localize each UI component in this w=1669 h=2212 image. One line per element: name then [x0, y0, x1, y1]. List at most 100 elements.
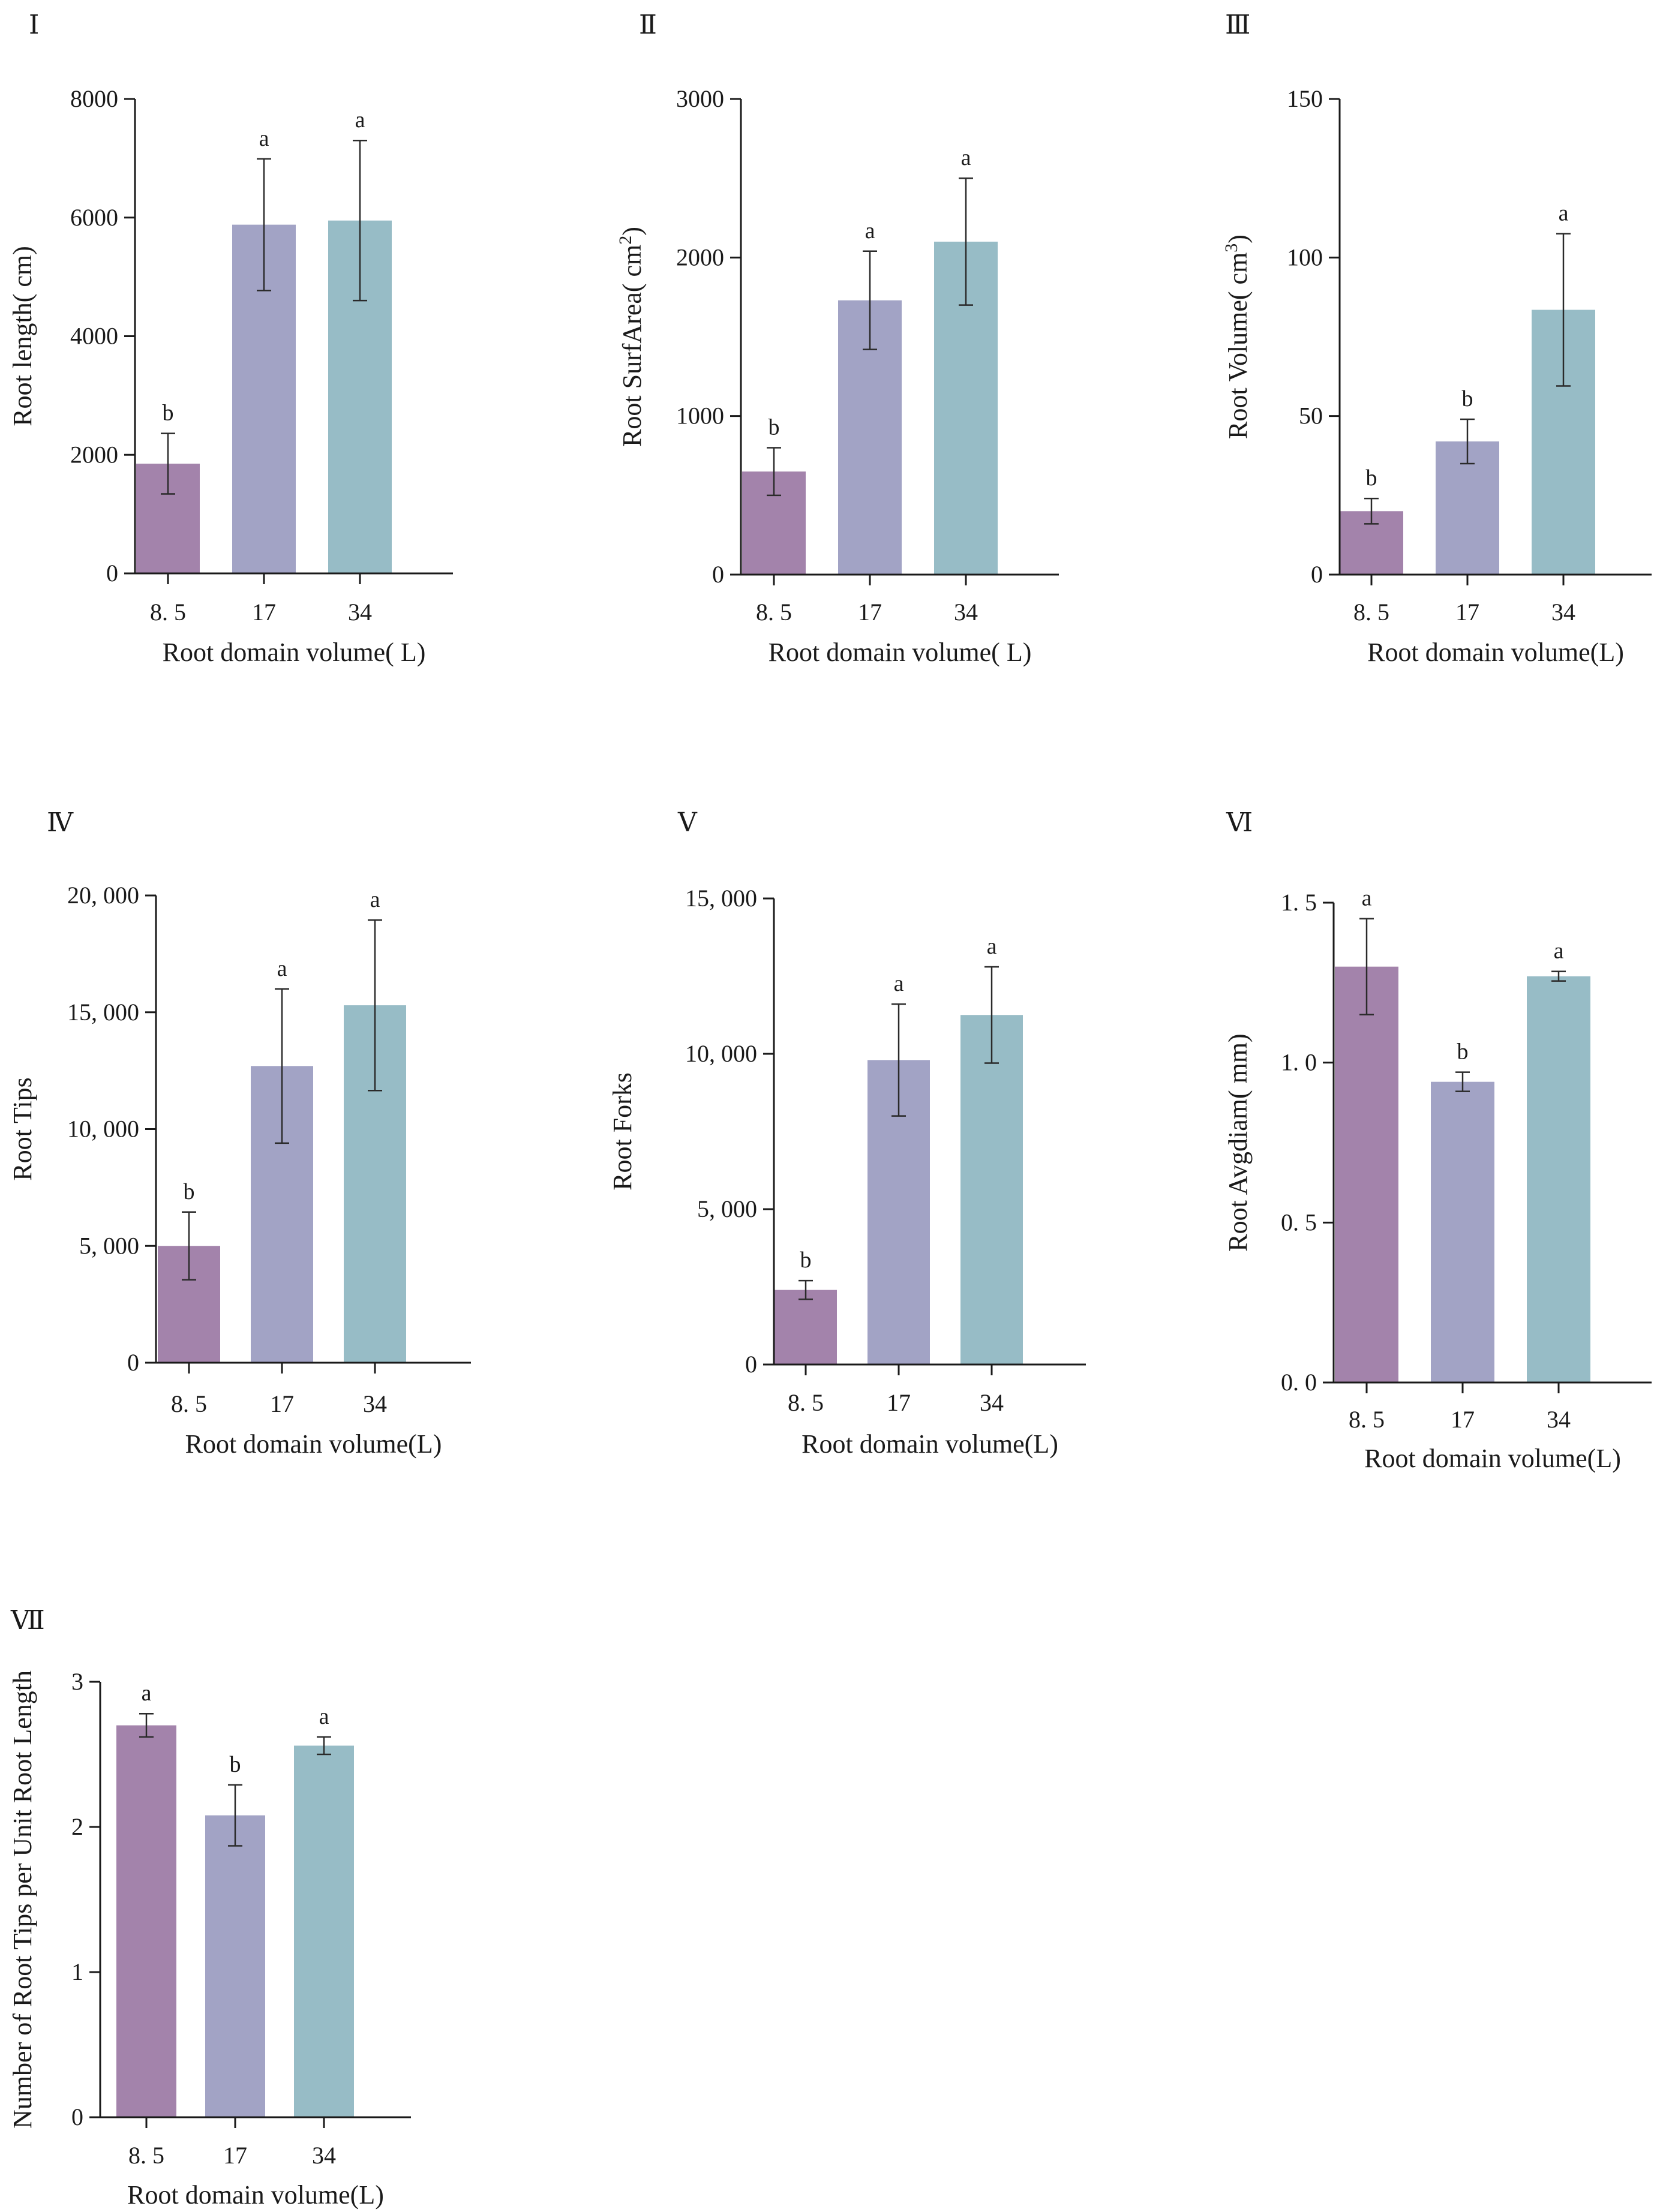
error-bar: [1359, 918, 1374, 1015]
significance-label: a: [370, 887, 380, 912]
x-tick-label: 34: [363, 1390, 387, 1417]
y-axis-label-text: Root SurfArea( cm: [617, 245, 647, 447]
significance-label: a: [1362, 886, 1372, 911]
panel-label: Ⅰ: [29, 10, 39, 40]
x-axis-label: Root domain volume(L): [127, 2180, 384, 2210]
x-tick-label: 8. 5: [1353, 599, 1389, 626]
y-axis-label-text: Root Avgdiam( mm): [1223, 1033, 1253, 1251]
panel-label: Ⅵ: [1226, 808, 1253, 837]
significance-label: a: [987, 934, 997, 959]
x-tick-label: 34: [1547, 1406, 1571, 1433]
y-tick-label: 15, 000: [685, 885, 757, 912]
x-tick-label: 34: [954, 599, 978, 626]
bar: [1431, 1081, 1494, 1382]
y-tick-label: 20, 000: [67, 882, 139, 909]
error-bar: [182, 1211, 196, 1281]
x-tick-label: 34: [980, 1389, 1004, 1416]
error-bar: [1460, 418, 1475, 465]
significance-label: b: [184, 1179, 195, 1204]
bar: [960, 1015, 1023, 1365]
y-tick-label: 0. 5: [1281, 1209, 1317, 1236]
x-tick-label: 34: [348, 599, 372, 626]
error-bar: [1364, 497, 1379, 525]
bar: [116, 1725, 176, 2117]
significance-label: a: [1559, 201, 1569, 226]
y-tick-label: 0: [127, 1349, 139, 1376]
y-tick-label: 5, 000: [79, 1232, 139, 1259]
y-tick-label: 0: [712, 561, 724, 588]
y-tick-label: 100: [1287, 244, 1323, 271]
y-tick-label: 10, 000: [685, 1040, 757, 1067]
y-axis-label: Number of Root Tips per Unit Root Length: [8, 1670, 37, 2129]
y-tick-label: 0: [106, 560, 118, 587]
panel-label: Ⅴ: [677, 808, 698, 837]
y-axis-label-text: Root Volume( cm: [1223, 253, 1253, 439]
x-tick-label: 8. 5: [756, 599, 792, 626]
significance-label: a: [894, 971, 904, 996]
x-tick-label: 8. 5: [128, 2142, 164, 2169]
error-bar: [891, 1003, 906, 1117]
significance-label: b: [1457, 1039, 1469, 1065]
chart-panel-5: Ⅴb a a 0 5, 000 10, 000 15, 000 8. 5 17 34 Root do…: [608, 808, 1086, 1459]
panel-label: Ⅶ: [10, 1606, 45, 1635]
error-bar: [1455, 1071, 1470, 1092]
y-axis-label-text: Root length( cm): [8, 246, 37, 426]
x-tick-label: 8. 5: [171, 1390, 207, 1417]
error-bar: [257, 158, 271, 291]
x-tick-label: 17: [252, 599, 276, 626]
x-axis-label: Root domain volume(L): [802, 1429, 1058, 1459]
significance-label: b: [800, 1248, 812, 1273]
y-axis-label-text: Number of Root Tips per Unit Root Length: [8, 1670, 37, 2129]
significance-label: a: [259, 126, 269, 151]
panel-label: Ⅲ: [1225, 10, 1250, 40]
y-axis-label-superscript: 3: [1221, 244, 1241, 253]
error-bar: [799, 1279, 813, 1300]
error-bar: [767, 447, 781, 497]
error-bar: [368, 919, 382, 1092]
significance-label: a: [355, 107, 365, 133]
y-axis-label-end: ): [617, 227, 647, 236]
significance-label: b: [1462, 386, 1473, 411]
chart-panel-1: Ⅰb a a 0 2000 4000 6000 8000 8. 5 17 34 Root domain…: [8, 10, 453, 667]
panel-label: Ⅱ: [639, 10, 657, 40]
y-tick-label: 2000: [70, 441, 118, 468]
bar: [1527, 976, 1590, 1382]
error-bar: [959, 177, 973, 306]
y-tick-label: 3: [71, 1668, 83, 1695]
y-tick-label: 4000: [70, 323, 118, 350]
significance-label: b: [163, 401, 174, 426]
x-tick-label: 17: [270, 1390, 294, 1417]
bar: [1335, 966, 1398, 1382]
significance-label: b: [230, 1752, 241, 1777]
x-axis-label: Root domain volume(L): [1364, 1444, 1621, 1473]
y-tick-label: 50: [1299, 402, 1323, 429]
significance-label: a: [961, 145, 971, 170]
significance-label: a: [1554, 939, 1564, 964]
y-axis-label: Root Avgdiam( mm): [1223, 1033, 1253, 1251]
x-axis-label: Root domain volume(L): [185, 1429, 442, 1459]
y-axis-label-end: ): [1223, 235, 1253, 244]
y-tick-label: 1000: [676, 402, 724, 429]
significance-label: a: [142, 1681, 152, 1706]
y-tick-label: 2000: [676, 244, 724, 271]
chart-panel-4: Ⅳb a a 0 5, 000 10, 000 15, 000 20, 000 8. 5 17 34…: [8, 808, 471, 1459]
y-tick-label: 1: [71, 1958, 83, 1985]
y-axis-label: Root Volume( cm3): [1221, 235, 1253, 439]
y-tick-label: 0. 0: [1281, 1369, 1317, 1396]
error-bar: [863, 250, 877, 350]
bar: [294, 1745, 354, 2117]
y-tick-label: 3000: [676, 85, 724, 112]
y-tick-label: 0: [745, 1351, 757, 1378]
x-tick-label: 17: [858, 599, 882, 626]
x-tick-label: 34: [1551, 599, 1575, 626]
y-tick-label: 10, 000: [67, 1116, 139, 1143]
x-tick-label: 34: [312, 2142, 336, 2169]
x-tick-label: 17: [1451, 1406, 1475, 1433]
bar: [205, 1815, 265, 2117]
error-bar: [161, 432, 175, 495]
error-bar: [1551, 970, 1566, 982]
error-bar: [984, 966, 999, 1064]
x-tick-label: 17: [887, 1389, 911, 1416]
y-axis-label: Root SurfArea( cm2): [616, 227, 647, 447]
